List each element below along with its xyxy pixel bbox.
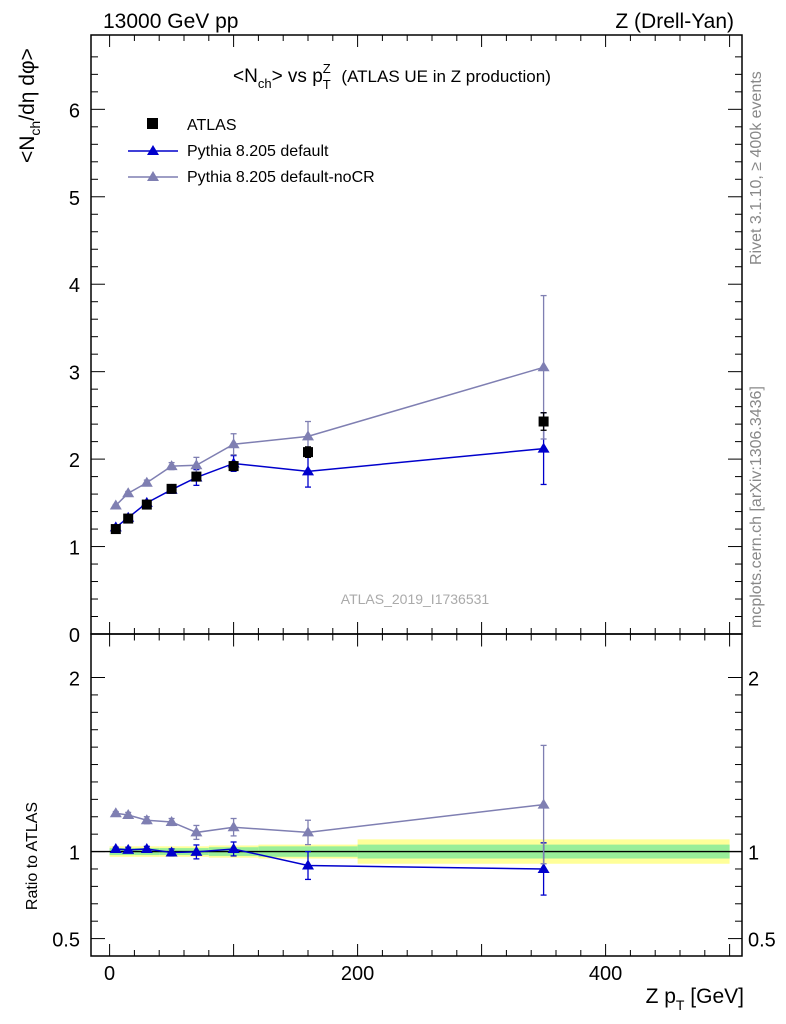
- y-tick-label-ratio-right: 1: [748, 843, 759, 865]
- series-nocr: [109, 294, 550, 865]
- x-axis-label: Z pT [GeV]: [646, 985, 744, 1013]
- analysis-id: ATLAS_2019_I1736531: [341, 591, 490, 607]
- y-tick-label-main: 3: [69, 363, 80, 385]
- series-point: [537, 361, 550, 372]
- ratio-point: [302, 826, 314, 837]
- y-tick-label-ratio-left: 0.5: [52, 930, 80, 952]
- series-line-main: [115, 447, 544, 528]
- svg-text:<Nch/dη dφ>: <Nch/dη dφ>: [16, 48, 43, 163]
- x-tick-label: 200: [341, 963, 374, 985]
- y-tick-label-ratio-right: 0.5: [748, 930, 776, 952]
- ratio-point: [537, 862, 550, 873]
- data-point: [538, 416, 549, 427]
- ratio-point: [190, 845, 203, 856]
- ratio-frame: [90, 633, 743, 957]
- data-point: [141, 499, 152, 510]
- y-tick-label-ratio-right: 2: [748, 669, 759, 691]
- legend: ATLAS Pythia 8.205 default Pythia 8.205 …: [128, 117, 375, 186]
- series-point: [302, 430, 314, 441]
- series-point: [165, 460, 178, 471]
- data-point: [228, 461, 239, 472]
- ratio-point: [122, 809, 135, 820]
- ratio-point: [109, 807, 122, 818]
- data-point: [123, 513, 134, 524]
- data-point: [191, 471, 202, 482]
- ratio-point: [122, 843, 135, 854]
- series-layer: [109, 294, 550, 896]
- rivet-label: Rivet 3.1.10, ≥ 400k events: [748, 71, 765, 265]
- ratio-point: [227, 821, 240, 832]
- series-point: [227, 438, 240, 449]
- legend-label-default: Pythia 8.205 default: [187, 143, 329, 160]
- svg-text:Z pT [GeV]: Z pT [GeV]: [646, 985, 744, 1013]
- y-axis-label-main: <Nch/dη dφ>: [16, 48, 43, 163]
- y-tick-label-main: 6: [69, 100, 80, 122]
- legend-marker-default: [147, 145, 159, 155]
- data-point: [110, 524, 121, 535]
- ratio-point: [190, 826, 203, 837]
- series-point: [140, 476, 153, 487]
- series-point: [122, 487, 135, 498]
- legend-marker-nocr: [147, 171, 159, 181]
- y-tick-label-main: 5: [69, 188, 80, 210]
- series-point: [537, 442, 550, 453]
- ratio-point: [140, 814, 153, 825]
- y-tick-label-main: 2: [69, 450, 80, 472]
- ratio-point: [302, 859, 314, 870]
- energy-label: 13000 GeV pp: [103, 10, 238, 33]
- ratio-point: [165, 846, 178, 857]
- y-tick-label-main: 0: [69, 625, 80, 647]
- data-point: [166, 483, 177, 494]
- ratio-point: [109, 842, 122, 853]
- axes-ticks: 0 200 400 0 1 2 3 4 5 6 0.5 0.5 1 1 2 2: [52, 35, 776, 985]
- y-tick-label-ratio-left: 2: [69, 669, 80, 691]
- mcplots-label: mcplots.cern.ch [arXiv:1306.3436]: [748, 386, 765, 628]
- y-tick-label-main: 1: [69, 538, 80, 560]
- series-atlas: [110, 412, 549, 535]
- y-tick-label-ratio-left: 1: [69, 843, 80, 865]
- chart-title: <Nch> vs pTZ (ATLAS UE in Z production): [233, 61, 551, 92]
- data-point: [303, 447, 313, 458]
- x-tick-label: 0: [104, 963, 115, 985]
- legend-marker-atlas: [147, 118, 158, 129]
- process-label: Z (Drell-Yan): [615, 10, 734, 33]
- legend-label-nocr: Pythia 8.205 default-noCR: [187, 169, 375, 186]
- ratio-point: [537, 798, 550, 809]
- ratio-point: [227, 842, 240, 853]
- legend-label-atlas: ATLAS: [187, 117, 237, 134]
- x-tick-label: 400: [589, 963, 622, 985]
- series-point: [190, 459, 203, 470]
- series-point: [302, 465, 314, 476]
- series-point: [109, 499, 122, 510]
- svg-text:<Nch> vs pTZ (ATLAS UE in Z pr: <Nch> vs pTZ (ATLAS UE in Z production): [233, 61, 551, 92]
- ratio-point: [165, 815, 178, 826]
- ratio-point: [140, 842, 153, 853]
- y-axis-label-ratio: Ratio to ATLAS: [24, 802, 41, 910]
- y-tick-label-main: 4: [69, 275, 80, 297]
- series-line-main: [115, 366, 544, 506]
- series-line-ratio: [115, 803, 544, 834]
